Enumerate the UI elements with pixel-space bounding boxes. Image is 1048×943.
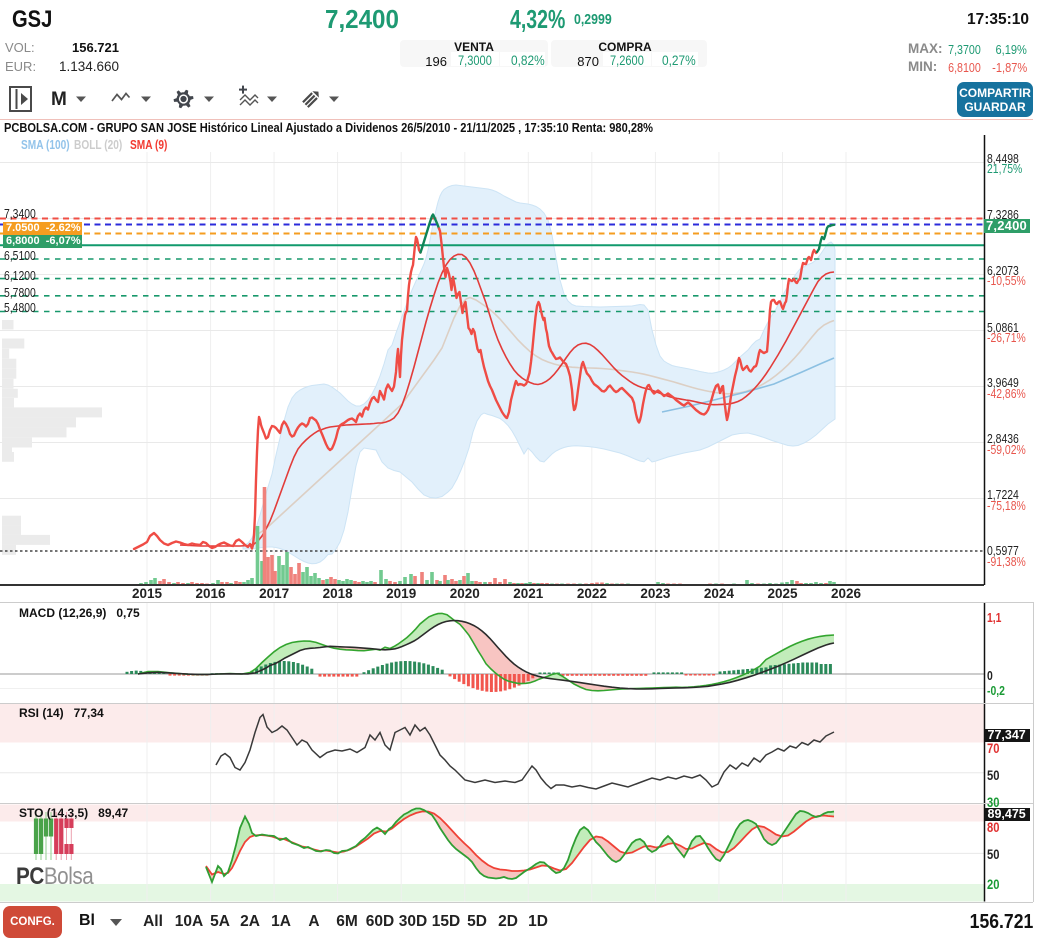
svg-text:M: M [51,89,67,110]
